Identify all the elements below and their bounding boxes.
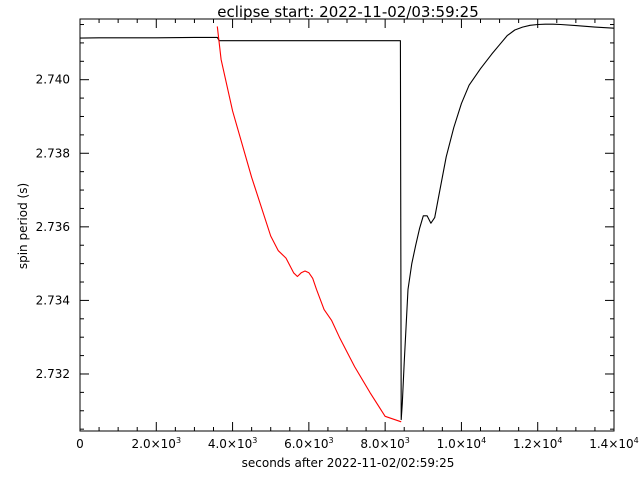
x-tick-exponent: 4 [634,436,639,445]
x-tick-label: 6.0×103 [284,436,334,451]
chart-title: eclipse start: 2022-11-02/03:59:25 [217,3,479,21]
x-tick-exponent: 3 [405,436,410,445]
x-tick-exponent: 3 [176,436,181,445]
series-line-1 [79,23,615,421]
y-tick-label: 2.738 [36,146,70,160]
x-tick-label: 2.0×103 [132,436,182,451]
y-tick-label: 2.740 [36,73,70,87]
x-tick-label: 1.4×104 [589,436,639,451]
x-tick-label: 0 [76,437,84,451]
y-tick-label: 2.736 [36,220,70,234]
x-tick-label: 1.0×104 [437,436,487,451]
plot-frame [79,18,615,432]
x-tick-exponent: 3 [329,436,334,445]
y-axis-label: spin period (s) [16,183,30,269]
x-tick-label: 4.0×103 [208,436,258,451]
x-tick-exponent: 4 [481,436,486,445]
y-tick-label: 2.734 [36,293,70,307]
tick-layer: 0 2.0×103 4.0×103 6.0×103 8.0×103 1.0×104 1.2×… [36,19,639,451]
x-tick-label: 8.0×103 [360,436,410,451]
series-layer [79,23,615,423]
x-tick-label: 1.2×104 [513,436,563,451]
y-tick-label: 2.732 [36,367,70,381]
x-axis-label: seconds after 2022-11-02/02:59:25 [242,456,455,470]
x-tick-exponent: 3 [252,436,257,445]
x-tick-exponent: 4 [557,436,562,445]
series-line-2 [216,26,402,423]
